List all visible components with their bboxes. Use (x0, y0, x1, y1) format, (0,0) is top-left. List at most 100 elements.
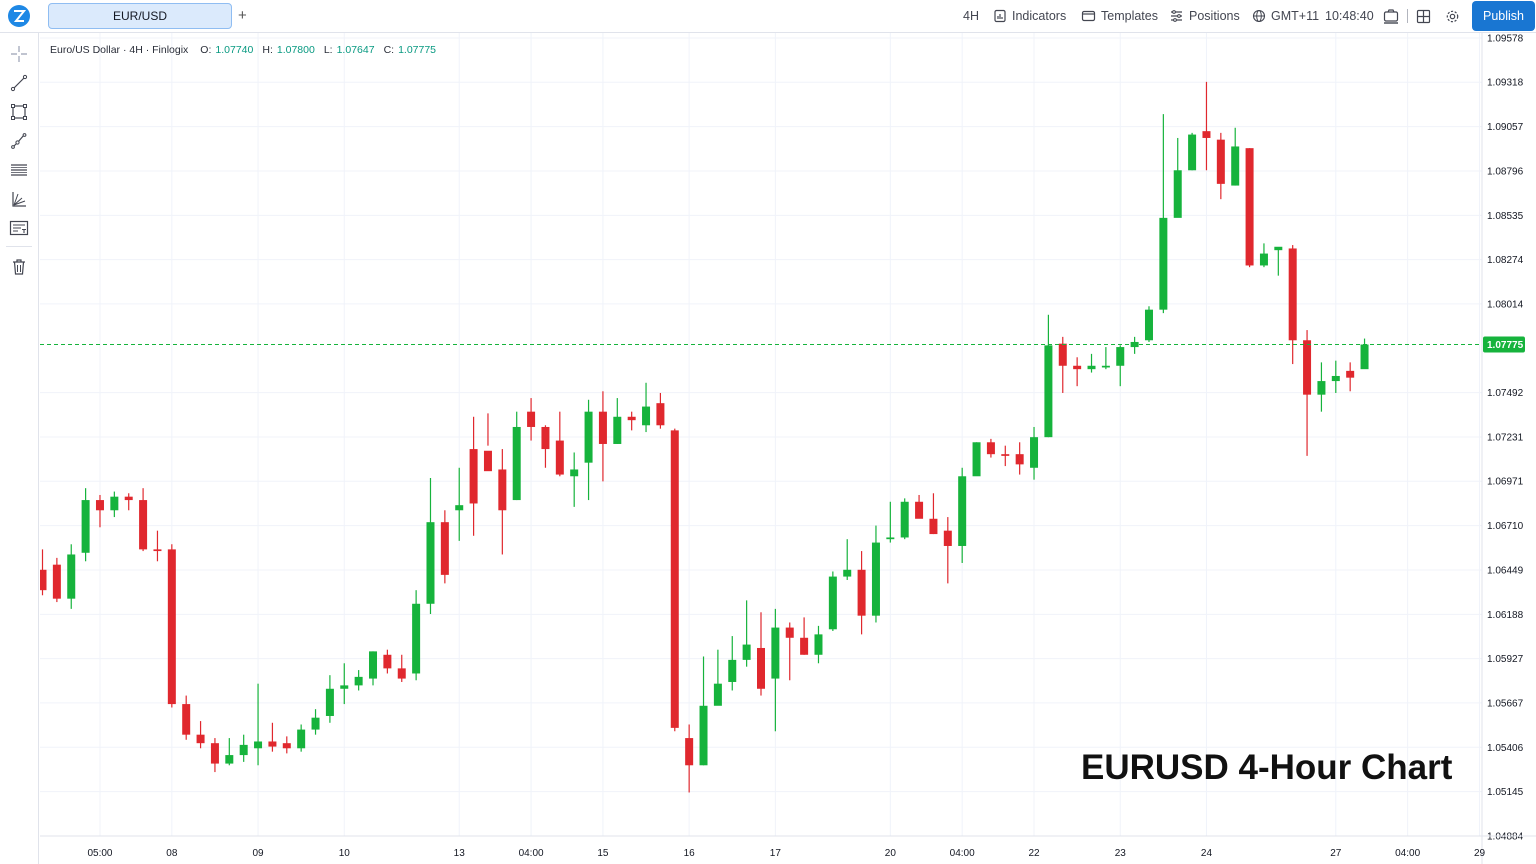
interval-button[interactable]: 4H (963, 0, 979, 32)
candle (598, 391, 607, 482)
fib-tool[interactable] (9, 160, 29, 180)
candle-body (1202, 131, 1211, 138)
candle-body (670, 430, 679, 728)
candle (958, 467, 967, 563)
settings-button[interactable] (1445, 0, 1460, 32)
candle (685, 724, 694, 793)
candle-body (1087, 365, 1096, 370)
publish-button[interactable]: Publish (1472, 1, 1535, 31)
candle-body (325, 688, 334, 716)
candle-body (483, 450, 492, 472)
candle (713, 649, 722, 706)
time-tick-label: 16 (684, 848, 696, 859)
candle (1030, 426, 1039, 480)
candle (124, 493, 133, 511)
candle-body (110, 496, 119, 511)
candle (728, 636, 737, 691)
candle-body (1346, 370, 1355, 378)
toolbar-divider (1407, 9, 1408, 23)
candle-body (412, 603, 421, 674)
candle (1073, 357, 1082, 387)
candle-body (1001, 454, 1010, 456)
legend-open-value: 1.07740 (215, 44, 254, 56)
candle-body (254, 741, 263, 749)
trend-line-tool[interactable] (9, 73, 29, 93)
positions-button[interactable]: Positions (1169, 0, 1240, 32)
candle (282, 736, 291, 754)
candle (1274, 246, 1283, 276)
candle-body (239, 744, 248, 756)
candle-body (225, 755, 234, 764)
candle-body (282, 743, 291, 749)
text-note-tool[interactable] (9, 218, 29, 238)
candle (814, 625, 823, 664)
price-axis[interactable]: 1.09578 1.09318 1.09057 1.08796 1.08535 1.082… (1481, 33, 1536, 864)
pitchfork-tool[interactable] (9, 189, 29, 209)
candle (771, 608, 780, 732)
candle (1144, 306, 1153, 342)
price-chart[interactable]: 1.09578 1.09318 1.09057 1.08796 1.08535 1.082… (40, 33, 1536, 864)
indicators-button[interactable]: Indicators (993, 0, 1066, 32)
candle (1130, 336, 1139, 354)
drawing-toolbar (0, 33, 39, 864)
candle-body (900, 501, 909, 538)
time-tick-label: 08 (166, 848, 178, 859)
candle (40, 549, 47, 596)
candle-body (455, 505, 464, 511)
layout-button[interactable] (1416, 0, 1431, 32)
timezone-button[interactable]: GMT+11 (1252, 0, 1319, 32)
price-tick-label: 1.05927 (1487, 654, 1524, 665)
candle-body (1288, 248, 1297, 341)
candle (225, 738, 234, 766)
candle (627, 411, 636, 431)
candle (455, 467, 464, 541)
screenshot-button[interactable] (1382, 0, 1400, 32)
candle (239, 734, 248, 762)
price-tick-label: 1.08796 (1487, 166, 1524, 177)
candle-body (95, 500, 104, 511)
candle (1116, 345, 1125, 387)
candle (167, 544, 176, 708)
trend-line-icon (10, 74, 28, 92)
candle (1001, 445, 1010, 467)
candle-body (311, 717, 320, 730)
legend-high-label: H: (262, 44, 273, 56)
candle (570, 452, 579, 507)
candle (871, 525, 880, 623)
app-logo-icon[interactable] (8, 5, 30, 27)
trash-icon (13, 259, 25, 275)
time-tick-label: 15 (597, 848, 609, 859)
add-tab-button[interactable]: + (238, 7, 247, 24)
templates-button[interactable]: Templates (1081, 0, 1158, 32)
crosshair-tool[interactable] (9, 44, 29, 64)
candle-body (527, 411, 536, 427)
positions-icon (1171, 10, 1182, 22)
candle-body (584, 411, 593, 463)
candle (1058, 336, 1067, 393)
candle-body (369, 651, 378, 679)
candle (426, 477, 435, 614)
candle-body (1231, 146, 1240, 186)
candle (325, 675, 334, 723)
candle (110, 491, 119, 518)
trash-tool[interactable] (9, 257, 29, 277)
candle (210, 738, 219, 773)
candle-body (1116, 347, 1125, 366)
time-axis[interactable]: 05:00 08 09 10 13 04:00 15 16 17 20 04:00 22 23 24 27 0… (40, 835, 1536, 859)
time-tick-label: 17 (770, 848, 782, 859)
candle-body (828, 576, 837, 630)
candle-body (857, 569, 866, 616)
candle-body (1073, 365, 1082, 370)
candle-body (340, 685, 349, 689)
timezone-label: GMT+11 (1271, 9, 1320, 23)
candle-body (1173, 170, 1182, 218)
price-tick-label: 1.06710 (1487, 521, 1524, 532)
candle-body (182, 704, 191, 735)
brush-icon (11, 133, 27, 149)
rectangle-tool[interactable] (9, 102, 29, 122)
candle-body (915, 501, 924, 519)
candle-body (1303, 340, 1312, 395)
brush-tool[interactable] (9, 131, 29, 151)
symbol-tab[interactable]: EUR/USD (48, 3, 232, 29)
